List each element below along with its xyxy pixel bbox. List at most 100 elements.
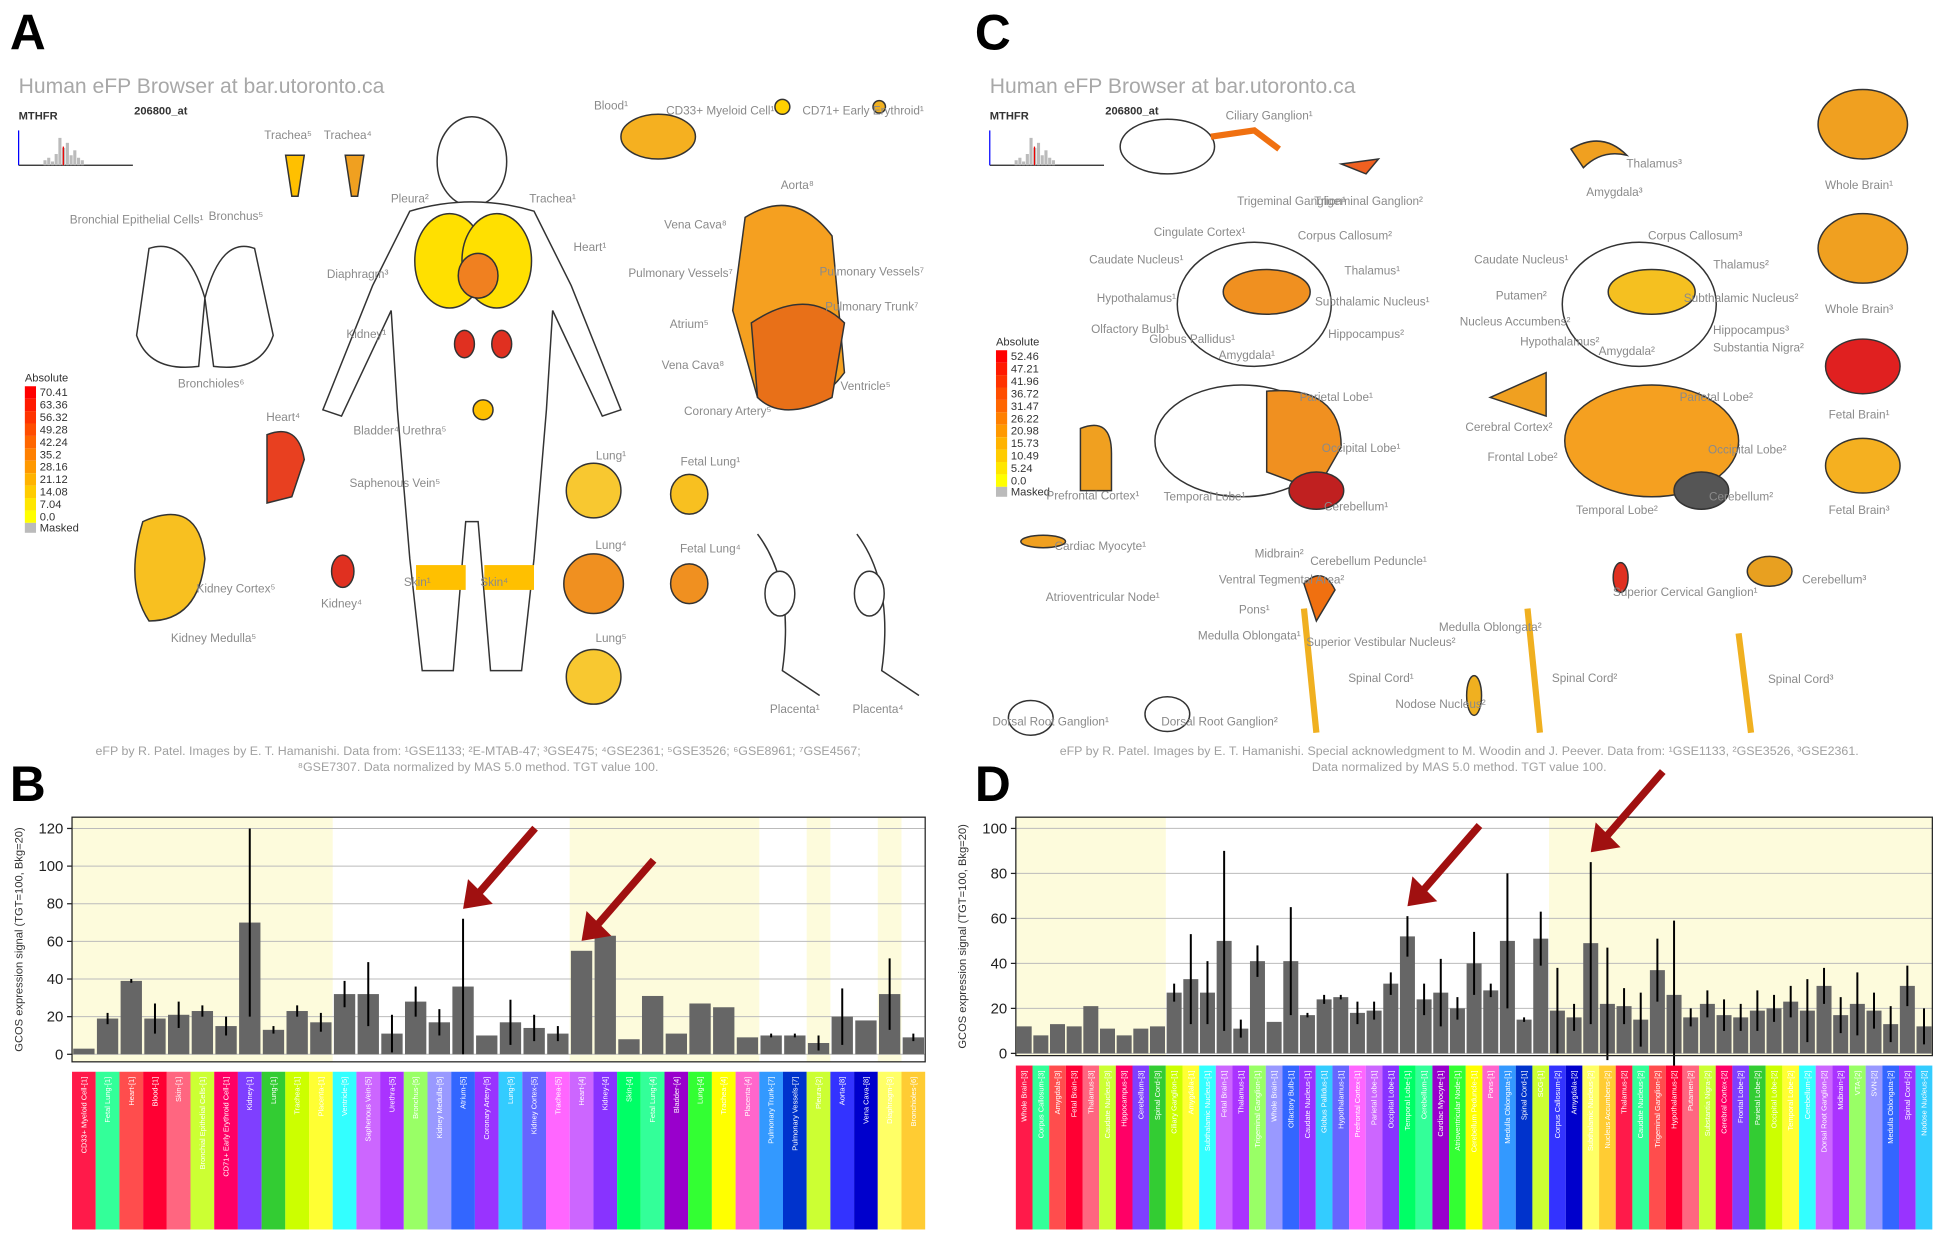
x-label-box (1832, 1065, 1850, 1230)
organ-label: Whole Brain³ (1825, 303, 1893, 316)
x-label-box (1399, 1065, 1416, 1230)
x-label-box (95, 1071, 120, 1230)
bar (144, 1018, 166, 1055)
x-label-box (688, 1071, 712, 1230)
x-label-box (1565, 1065, 1583, 1230)
legend-level: 21.12 (40, 474, 68, 486)
y-tick-label: 20 (991, 1001, 1008, 1017)
x-label-box (1482, 1065, 1500, 1230)
organ-label: Placenta¹ (770, 703, 820, 716)
bar (1366, 1010, 1382, 1054)
bar (1416, 999, 1432, 1054)
x-label-box (782, 1071, 807, 1230)
annotation-arrowhead (1590, 822, 1621, 853)
x-tick-label: Corpus Callosum-[3] (1036, 1071, 1045, 1139)
bar (120, 980, 142, 1055)
mini-bar (80, 160, 84, 166)
x-label-box (1099, 1065, 1116, 1230)
x-tick-label: Amygdala-[1] (1186, 1071, 1195, 1115)
bar (1866, 1010, 1882, 1054)
efp-title: Human eFP Browser at bar.utoronto.ca (990, 75, 1356, 98)
x-tick-label: Cerebellum Peduncle-[1] (1470, 1071, 1479, 1153)
x-label-box (1882, 1065, 1900, 1230)
bar (1383, 983, 1399, 1054)
x-label-box (356, 1071, 381, 1230)
legend-swatch (24, 473, 37, 486)
organ-label: Placenta⁴ (853, 703, 904, 716)
x-label-box (1915, 1065, 1933, 1230)
bar (1083, 1006, 1099, 1054)
bar (855, 1020, 877, 1055)
organ-label: Kidney Cortex⁵ (197, 582, 276, 595)
bar (1399, 936, 1415, 1054)
bar (1033, 1035, 1049, 1054)
x-label-box (1365, 1065, 1383, 1230)
x-tick-label: Cerebellum-[3] (1136, 1071, 1145, 1120)
x-tick-label: Amygdala-[3] (1053, 1071, 1062, 1115)
organ-label: Spinal Cord³ (1768, 673, 1834, 686)
organ-label: Midbrain² (1255, 548, 1304, 561)
legend-swatch (24, 510, 37, 523)
x-tick-label: Nucleus Accumbens-[2] (1603, 1071, 1612, 1149)
legend-swatch (995, 449, 1008, 463)
x-label-box (522, 1071, 547, 1230)
x-tick-label: Fetal Lung-[4] (648, 1077, 657, 1123)
legend-level: 56.32 (40, 412, 68, 424)
y-tick-label: 80 (991, 866, 1008, 882)
x-label-box (1615, 1065, 1633, 1230)
x-label-box (806, 1071, 831, 1230)
organ-label: Lung¹ (596, 450, 626, 463)
x-label-box (854, 1071, 878, 1230)
x-tick-label: Bronchioles-[6] (909, 1077, 918, 1127)
x-label-box (1265, 1065, 1283, 1230)
x-label-box (877, 1071, 902, 1230)
x-tick-label: Pulmonary Vessels-[7] (790, 1077, 799, 1151)
bar (1116, 1035, 1132, 1054)
x-label-box (1165, 1065, 1183, 1230)
bar (1483, 990, 1499, 1054)
x-tick-label: Hypothalamus-[2] (1670, 1071, 1679, 1129)
organ-label: Temporal Lobe² (1576, 504, 1658, 517)
organ-label: Nodose Nucleus² (1395, 698, 1485, 711)
x-tick-label: Lung-[5] (506, 1077, 515, 1104)
x-tick-label: Trachea-[4] (719, 1077, 728, 1115)
x-label-box (1049, 1065, 1066, 1230)
legend-level: 70.41 (40, 387, 68, 399)
x-tick-label: Lung-[4] (696, 1077, 705, 1104)
legend-title: Absolute (25, 372, 68, 384)
x-tick-label: Parietal Lobe-[2] (1753, 1071, 1762, 1126)
bar (1066, 1026, 1082, 1054)
organ-label: Medulla Oblongata² (1439, 621, 1542, 634)
organ-label: Prefrontal Cortex¹ (1046, 489, 1139, 502)
organ-label: Thalamus¹ (1344, 264, 1400, 277)
legend-swatch (995, 474, 1008, 487)
x-tick-label: Fetal Lung-[1] (103, 1077, 112, 1123)
x-tick-label: Cardiac Myocyte-[1] (1436, 1071, 1445, 1137)
x-label-box (166, 1071, 191, 1230)
x-label-box (1765, 1065, 1783, 1230)
organ-label: Amygdala² (1599, 345, 1655, 358)
bar (1749, 1010, 1765, 1054)
legend-swatch (995, 462, 1008, 475)
x-label-box (569, 1071, 594, 1230)
bar (760, 1035, 782, 1055)
organ-label: Trachea¹ (529, 192, 576, 205)
bar (1166, 992, 1182, 1054)
x-tick-label: Cerebellum-[1] (1420, 1071, 1429, 1120)
organ-label: Ventral Tegmental Area² (1219, 574, 1345, 587)
x-tick-label: Pleura-[2] (814, 1077, 823, 1109)
mini-bar (58, 137, 62, 166)
x-label-box (1899, 1065, 1916, 1230)
bar (594, 935, 616, 1055)
annotation-arrow (1419, 823, 1483, 894)
organ-label: Spinal Cord² (1552, 672, 1618, 685)
organ-label: Putamen² (1496, 289, 1547, 302)
organ-label: Corpus Callosum³ (1648, 230, 1742, 243)
x-label-box (380, 1071, 404, 1230)
organ-label: Diaphragm³ (327, 268, 389, 281)
x-tick-label: Occipital Lobe-[2] (1770, 1071, 1779, 1129)
x-tick-label: SVN-[2] (1870, 1071, 1879, 1097)
x-tick-label: Ciliary Ganglion-[1] (1170, 1071, 1179, 1134)
organ-label: Dorsal Root Ganglion¹ (992, 715, 1109, 728)
x-label-box (72, 1071, 96, 1230)
